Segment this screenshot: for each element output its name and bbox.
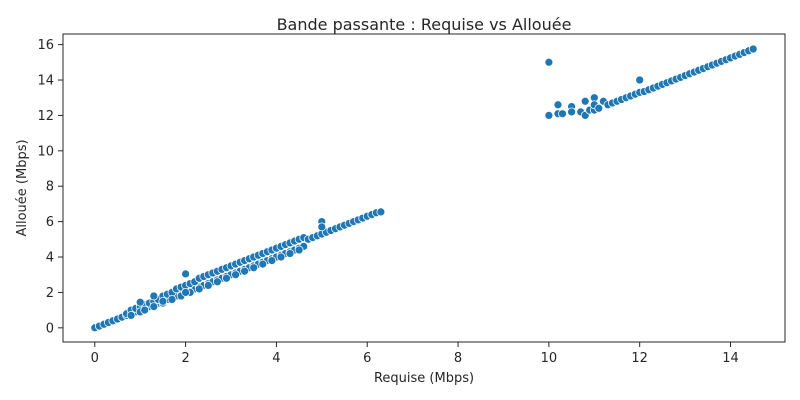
data-point [558,109,567,119]
data-point [126,311,136,320]
data-point [285,249,295,258]
data-point [149,302,159,311]
x-tick-label: 6 [363,351,371,366]
data-point [317,222,327,232]
data-point [258,259,268,269]
y-tick-label: 2 [46,286,54,301]
y-tick-label: 8 [46,180,54,195]
data-point [748,44,758,54]
data-point [167,295,177,304]
x-tick-label: 14 [722,351,739,366]
y-tick-label: 16 [37,38,54,53]
data-point [240,266,249,276]
y-axis: 0 2 4 6 8 10 12 14 16 [37,38,63,336]
data-point [635,75,645,85]
data-points [90,44,758,333]
data-point [376,207,386,217]
y-tick-label: 10 [37,144,54,159]
x-tick-label: 2 [181,351,189,366]
data-point [544,111,554,120]
y-tick-label: 14 [37,74,54,89]
x-tick-label: 10 [541,351,558,366]
data-point [222,273,231,283]
data-point [135,297,145,307]
y-tick-label: 12 [37,109,54,124]
data-point [267,256,277,265]
data-point [158,296,168,306]
data-point [149,291,159,301]
data-point [213,277,222,287]
data-point [594,103,604,113]
x-tick-label: 12 [631,351,648,366]
x-tick-label: 4 [272,351,280,366]
data-point [181,288,190,297]
data-point [249,263,259,273]
x-axis: 0 2 4 6 8 10 12 14 [91,342,739,366]
data-point [553,100,563,110]
data-point [203,281,213,290]
y-tick-label: 6 [46,215,54,230]
x-axis-label: Requise (Mbps) [374,371,474,386]
data-point [544,57,554,67]
data-point [194,284,204,294]
plot-frame [62,33,786,343]
chart-title: Bande passante : Requise vs Allouée [277,15,572,34]
y-tick-label: 0 [46,321,54,336]
x-tick-label: 0 [91,351,99,366]
data-point [181,269,190,279]
x-tick-label: 8 [454,351,462,366]
data-point [580,96,590,106]
y-axis-label: Allouée (Mbps) [15,139,30,236]
data-point [294,245,304,255]
data-point [276,252,286,262]
data-point [231,270,240,280]
data-point [567,107,576,117]
y-tick-label: 4 [46,251,54,266]
data-point [140,305,150,315]
